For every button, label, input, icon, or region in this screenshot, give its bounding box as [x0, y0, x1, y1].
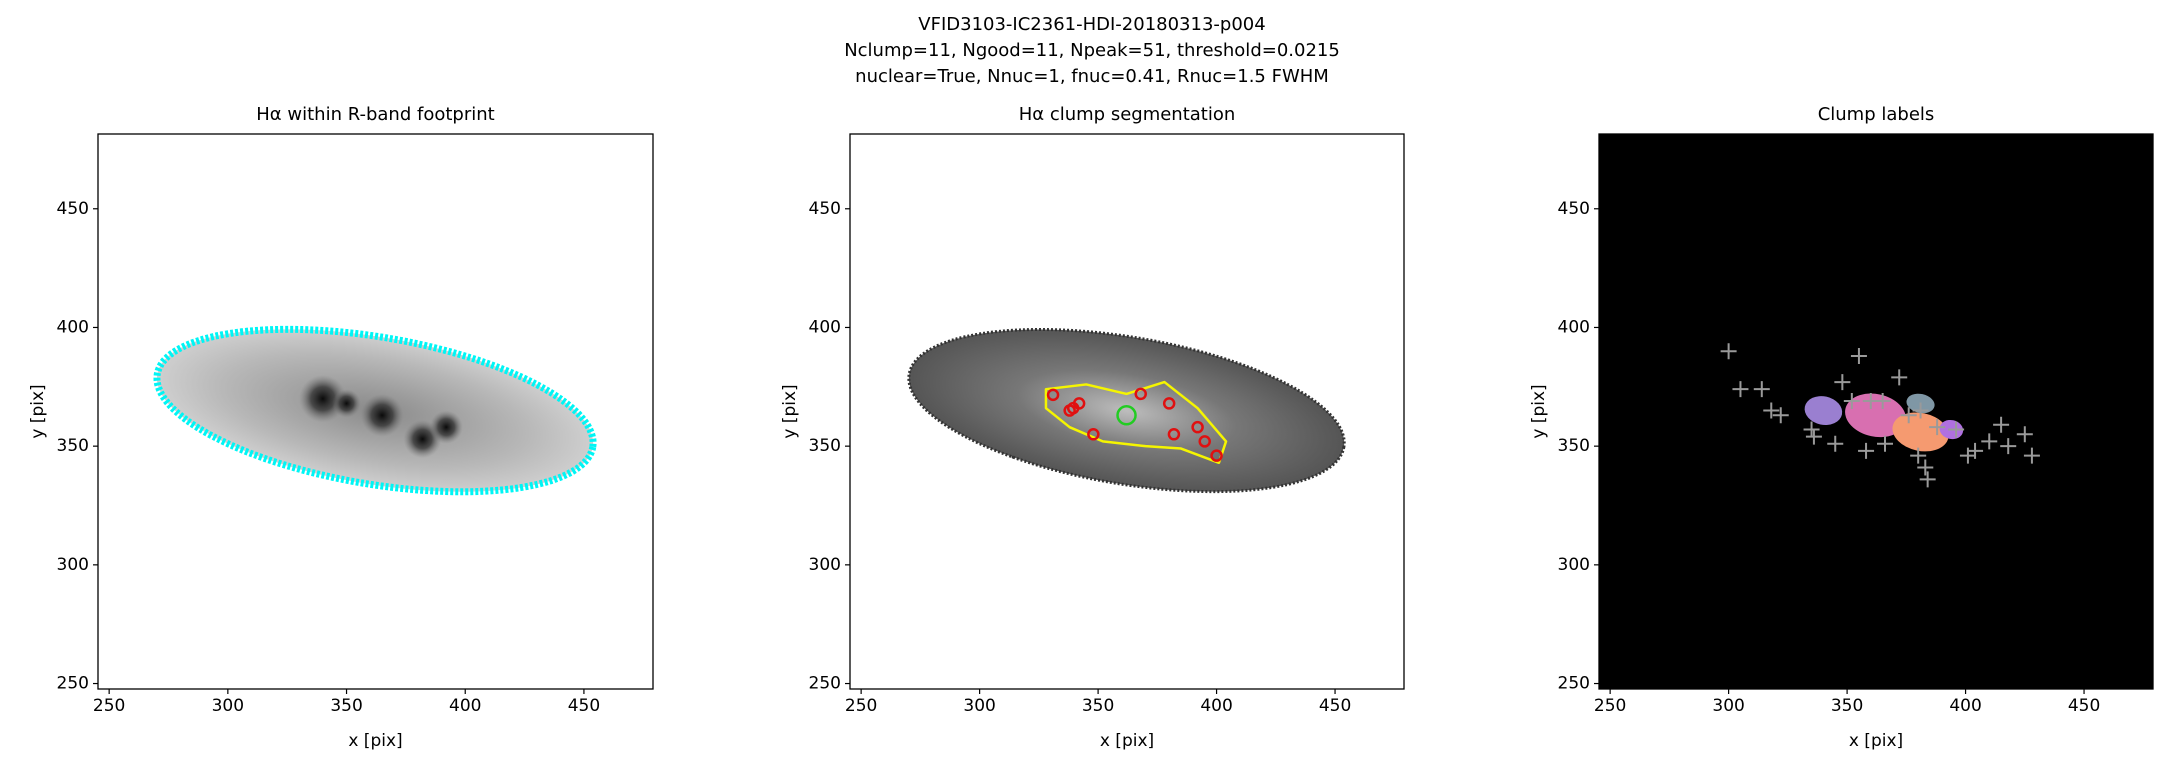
- y-tick-label: 400: [809, 317, 841, 337]
- plot-area: [153, 325, 597, 496]
- peak-marker: [2000, 438, 2017, 455]
- x-axis-label: x [pix]: [348, 731, 402, 751]
- figure-subtitle: Nclump=11, Ngood=11, Npeak=51, threshold…: [844, 40, 1340, 61]
- emission-knot: [360, 393, 404, 437]
- segmentation-contour: [1044, 380, 1228, 465]
- y-tick-label: 300: [1558, 555, 1590, 575]
- peak-marker: [1843, 393, 1860, 410]
- y-tick-label: 300: [809, 555, 841, 575]
- peak-marker: [1981, 433, 1998, 450]
- peak-marker: [1993, 416, 2010, 433]
- peak-marker: [1834, 374, 1851, 391]
- y-tick-label: 450: [809, 199, 841, 219]
- axes-frame: [849, 133, 1405, 690]
- peak-marker: [1732, 381, 1749, 398]
- peak-marker: [1858, 442, 1875, 459]
- peak-marker: [1910, 447, 1927, 464]
- emission-knot: [429, 410, 463, 444]
- x-tick-label: 450: [2068, 696, 2100, 716]
- x-axis-label: x [pix]: [1849, 731, 1903, 751]
- x-tick-label: 250: [1594, 696, 1626, 716]
- emission-knot: [332, 389, 361, 418]
- plot-area: [907, 327, 1346, 494]
- y-tick-label: 400: [57, 317, 89, 337]
- x-tick-label: 400: [1200, 696, 1232, 716]
- clump-marker: [1072, 397, 1086, 410]
- y-tick-label: 450: [1558, 199, 1590, 219]
- y-axis-label: y [pix]: [1529, 384, 1549, 438]
- axes-frame: [1598, 133, 2154, 690]
- x-tick-label: 300: [212, 696, 244, 716]
- x-tick-label: 400: [449, 696, 481, 716]
- y-axis-label: y [pix]: [28, 384, 48, 438]
- peak-marker: [1772, 407, 1789, 424]
- y-axis-label: y [pix]: [780, 384, 800, 438]
- clump-marker: [1046, 388, 1060, 402]
- x-axis-label: x [pix]: [1100, 731, 1154, 751]
- peak-marker: [1720, 343, 1737, 360]
- x-tick-label: 450: [568, 696, 600, 716]
- peak-marker: [1827, 435, 1844, 452]
- y-tick-label: 250: [809, 674, 841, 694]
- clump-marker: [1191, 420, 1204, 434]
- y-tick-label: 350: [809, 436, 841, 456]
- peak-marker: [1948, 421, 1965, 438]
- y-tick-label: 350: [1558, 436, 1590, 456]
- clump-label: [1845, 393, 1906, 438]
- peak-marker: [2023, 447, 2040, 464]
- x-tick-label: 350: [1831, 696, 1863, 716]
- axes-title: Hα clump segmentation: [1019, 104, 1236, 125]
- peak-marker: [1967, 442, 1984, 459]
- figure-title: VFID3103-IC2361-HDI-20180313-p004: [918, 14, 1265, 35]
- clump-marker: [1162, 397, 1176, 410]
- y-tick-label: 450: [57, 199, 89, 219]
- peak-marker: [1919, 471, 1936, 488]
- peak-marker: [1891, 369, 1908, 386]
- clump-marker: [1167, 428, 1181, 441]
- y-tick-label: 300: [57, 555, 89, 575]
- peak-marker: [1917, 459, 1934, 476]
- y-tick-label: 400: [1558, 317, 1590, 337]
- clump-marker: [1198, 435, 1211, 448]
- clump-marker: [1087, 428, 1100, 441]
- peak-marker: [1900, 407, 1917, 424]
- x-tick-label: 400: [1949, 696, 1981, 716]
- y-tick-label: 250: [57, 674, 89, 694]
- y-tick-label: 350: [57, 436, 89, 456]
- halpha-image: [907, 327, 1346, 494]
- clump-label: [1892, 412, 1949, 452]
- peak-marker: [2016, 426, 2033, 443]
- peak-marker: [1929, 419, 1946, 436]
- clump-marker: [1063, 404, 1076, 417]
- clump-marker: [1210, 449, 1223, 462]
- axes-frame: [97, 133, 654, 690]
- peak-marker: [1805, 428, 1822, 445]
- nucleus-marker: [1116, 405, 1137, 426]
- peak-marker: [1862, 393, 1879, 410]
- peak-marker: [1753, 381, 1770, 398]
- clump-marker: [1134, 387, 1147, 401]
- x-tick-label: 300: [963, 696, 995, 716]
- peak-marker: [1912, 402, 1929, 419]
- peak-marker: [1850, 347, 1867, 364]
- axes-title: Hα within R-band footprint: [256, 104, 494, 125]
- x-tick-label: 350: [330, 696, 362, 716]
- clump-label: [1804, 396, 1843, 426]
- figure-subtitle: nuclear=True, Nnuc=1, fnuc=0.41, Rnuc=1.…: [855, 66, 1329, 87]
- y-tick-label: 250: [1558, 674, 1590, 694]
- x-tick-label: 350: [1082, 696, 1114, 716]
- plot-area: [1599, 134, 2153, 689]
- peak-marker: [1803, 421, 1820, 438]
- x-tick-label: 250: [93, 696, 125, 716]
- x-tick-label: 450: [1319, 696, 1351, 716]
- peak-marker: [1877, 435, 1893, 452]
- x-tick-label: 250: [845, 696, 877, 716]
- peak-marker: [1763, 402, 1780, 419]
- x-tick-label: 300: [1712, 696, 1744, 716]
- axes-title: Clump labels: [1818, 104, 1935, 125]
